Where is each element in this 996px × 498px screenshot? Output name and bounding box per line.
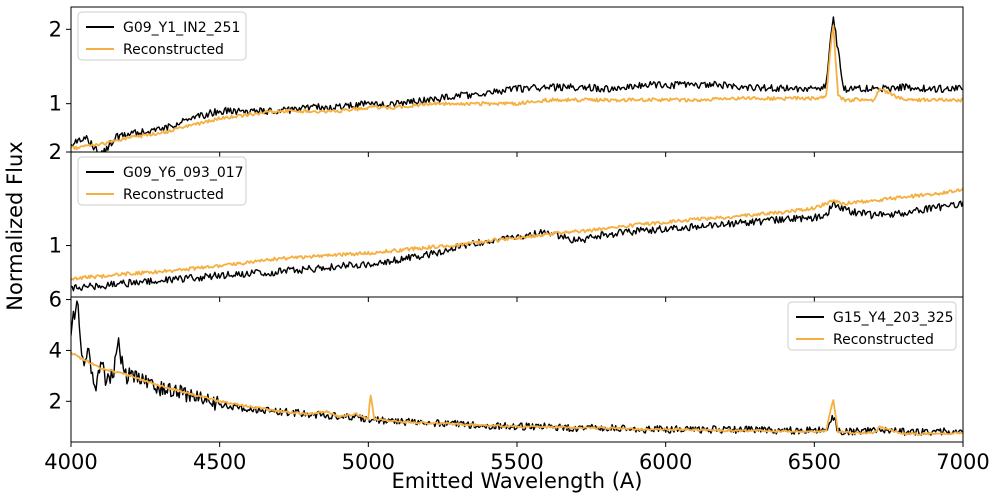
panels: 1 2 G09_Y1_IN2_251 Reconstructed 1 2 G09_Y6_09… [44, 6, 990, 474]
y-tick-label: 6 [49, 288, 62, 312]
x-tick-label: 6500 [788, 450, 841, 474]
x-tick-label: 5500 [490, 450, 543, 474]
legend-entry: G09_Y1_IN2_251 [123, 20, 240, 36]
legend-entry: G15_Y4_203_325 [833, 310, 954, 326]
y-tick-label: 1 [49, 234, 62, 258]
series-lines [71, 16, 963, 152]
observed-line [71, 16, 963, 152]
y-tick-label: 2 [49, 389, 62, 413]
y-axis-label: Normalized Flux [3, 141, 27, 310]
legend-entry: Reconstructed [123, 42, 224, 58]
series-lines [71, 300, 963, 436]
reconstructed-line [71, 351, 963, 436]
y-tick-label: 4 [49, 338, 62, 362]
observed-line [71, 300, 963, 436]
legend: G09_Y1_IN2_251 Reconstructed [77, 11, 247, 61]
panel-3: 2 4 6 4000 4500 5000 5500 6000 6500 7000 G15_Y4_20… [44, 288, 989, 474]
x-tick-label: 4500 [193, 450, 246, 474]
legend-entry: Reconstructed [833, 332, 934, 348]
reconstructed-line [71, 24, 963, 151]
x-tick-label: 5000 [342, 450, 395, 474]
panel-2: 1 2 G09_Y6_093_017 Reconstructed [49, 140, 964, 302]
legend-entry: Reconstructed [123, 187, 224, 203]
series-lines [71, 187, 963, 292]
y-tick-label: 1 [49, 92, 62, 116]
observed-line [71, 199, 963, 292]
y-tick-label: 2 [49, 140, 62, 164]
legend: G15_Y4_203_325 Reconstructed [787, 301, 957, 351]
x-axis-label: Emitted Wavelength (A) [392, 469, 643, 493]
x-tick-label: 7000 [936, 450, 989, 474]
y-tick-label: 2 [49, 17, 62, 41]
x-tick-label: 6000 [639, 450, 692, 474]
legend: G09_Y6_093_017 Reconstructed [77, 156, 247, 206]
panel-1: 1 2 G09_Y1_IN2_251 Reconstructed [49, 6, 964, 157]
legend-entry: G09_Y6_093_017 [123, 165, 244, 181]
x-tick-label: 4000 [44, 450, 97, 474]
reconstructed-line [71, 187, 963, 281]
